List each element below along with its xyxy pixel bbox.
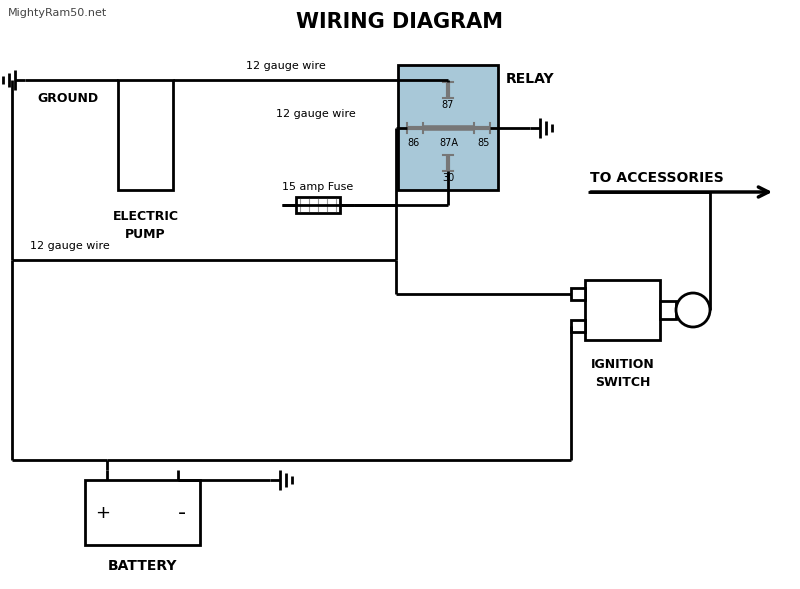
Text: IGNITION
SWITCH: IGNITION SWITCH bbox=[590, 358, 654, 389]
Bar bbox=[296, 197, 340, 213]
Circle shape bbox=[676, 293, 710, 327]
Bar bbox=[571, 288, 585, 300]
Text: TO ACCESSORIES: TO ACCESSORIES bbox=[590, 171, 724, 185]
Bar bbox=[118, 80, 173, 190]
Text: WIRING DIAGRAM: WIRING DIAGRAM bbox=[297, 12, 503, 32]
Bar bbox=[85, 480, 200, 545]
Text: GROUND: GROUND bbox=[37, 91, 98, 104]
Bar bbox=[660, 301, 676, 319]
Bar bbox=[571, 320, 585, 332]
Text: 12 gauge wire: 12 gauge wire bbox=[276, 109, 356, 119]
Text: 15 amp Fuse: 15 amp Fuse bbox=[282, 182, 354, 192]
Text: 85: 85 bbox=[478, 138, 490, 148]
Text: -: - bbox=[178, 502, 186, 522]
Text: MightyRam50.net: MightyRam50.net bbox=[8, 8, 107, 18]
Text: 87A: 87A bbox=[439, 138, 458, 148]
Text: ELECTRIC
PUMP: ELECTRIC PUMP bbox=[113, 210, 178, 241]
Text: 12 gauge wire: 12 gauge wire bbox=[30, 241, 110, 251]
Bar bbox=[398, 65, 498, 190]
Text: +: + bbox=[95, 504, 110, 521]
Text: BATTERY: BATTERY bbox=[108, 559, 178, 573]
Text: RELAY: RELAY bbox=[506, 72, 554, 86]
Text: 12 gauge wire: 12 gauge wire bbox=[246, 61, 326, 71]
Bar bbox=[585, 280, 660, 340]
Text: 86: 86 bbox=[407, 138, 419, 148]
Text: 87: 87 bbox=[442, 100, 454, 110]
Text: 30: 30 bbox=[442, 173, 454, 183]
